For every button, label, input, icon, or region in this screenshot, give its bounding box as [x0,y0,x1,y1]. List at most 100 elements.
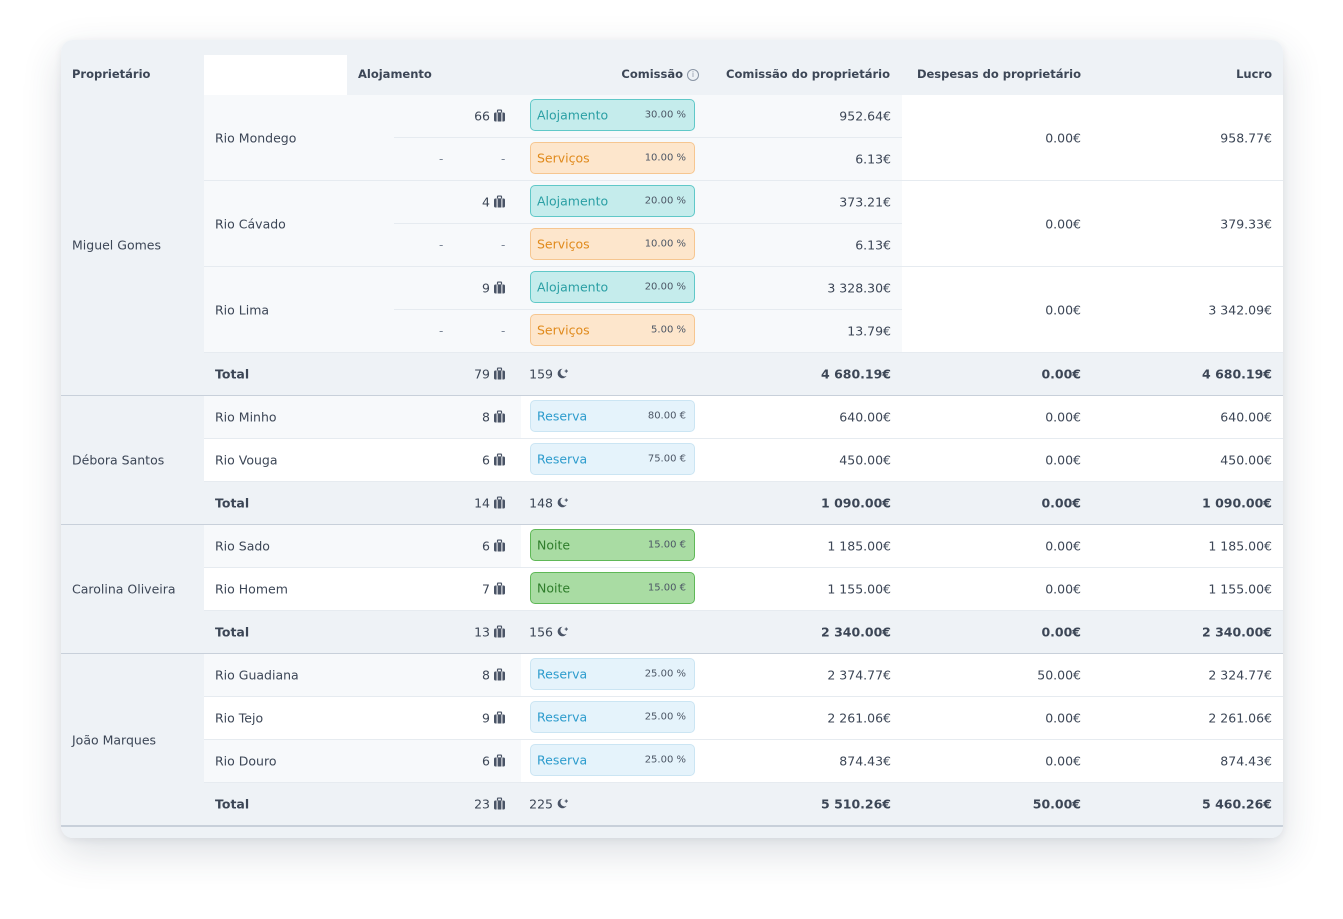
property-row[interactable]: Rio Minho870Reserva80.00 €640.00€0.00€64… [204,396,1283,439]
owner-expenses-value: 50.00€ [1037,667,1081,683]
stays-count: 8 [482,410,506,425]
commission-type: Reserva [537,666,588,682]
stays-count: 4 [482,195,506,210]
owner-name: João Marques [72,732,157,747]
property-name[interactable]: Rio Vouga [215,452,278,468]
property-name[interactable]: Rio Minho [215,409,277,425]
stays-value: 6 [482,753,490,769]
total-label: Total [215,366,250,382]
briefcase-icon [490,582,506,597]
owner-expenses-value: 0.00€ [1045,710,1081,726]
total-label: Total [215,624,250,640]
commission-badge[interactable]: Serviços 5.00 % [530,314,695,346]
property-name[interactable]: Rio Guadiana [215,667,299,683]
commission-rate: 25.00 % [644,711,686,723]
header-profit[interactable]: Lucro [1236,67,1272,81]
total-owner-expenses: 0.00€ [1041,624,1081,640]
profit-value: 2 324.77€ [1208,667,1272,683]
owner-name: Miguel Gomes [72,237,161,253]
owner-cell[interactable]: Miguel Gomes [61,95,204,395]
header-commission[interactable]: Comissão i [621,40,699,95]
property-name[interactable]: Rio Sado [215,538,270,554]
stays-value: 4 [482,194,490,210]
nights-value: 148 [529,495,553,511]
property-row[interactable]: Rio Douro669Reserva25.00 %874.43€0.00€87… [204,740,1283,783]
stays-count: 14 [474,496,506,511]
property-row[interactable]: Rio Tejo985Reserva25.00 %2 261.06€0.00€2… [204,697,1283,740]
stays-count: 66 [474,109,506,124]
commission-badge[interactable]: Reserva 75.00 € [530,443,695,475]
commission-badge[interactable]: Serviços 10.00 % [530,228,695,260]
owner-expenses-value: 0.00€ [1045,302,1081,318]
commission-type: Serviços [537,322,590,338]
property-name[interactable]: Rio Lima [215,302,270,318]
property-row[interactable]: Rio Mondego6666Alojamento30.00 %952.64€-… [204,95,1283,181]
total-owner-expenses: 0.00€ [1041,366,1081,382]
stays-count: 13 [474,625,506,640]
commission-badge[interactable]: Reserva 80.00 € [530,400,695,432]
property-name[interactable]: Rio Douro [215,753,277,769]
briefcase-icon [490,367,506,382]
briefcase-icon [490,195,506,210]
property-row[interactable]: Rio Lima984Alojamento20.00 %3 328.30€--S… [204,267,1283,353]
stays-value: 6 [482,538,490,554]
commission-type: Reserva [537,709,588,725]
owner-expenses-value: 0.00€ [1045,581,1081,597]
property-name[interactable]: Rio Homem [215,581,288,597]
commission-badge[interactable]: Alojamento 30.00 % [530,99,695,131]
commission-badge[interactable]: Alojamento 20.00 % [530,185,695,217]
owner-cell[interactable]: Carolina Oliveira [61,525,204,653]
profit-value: 379.33€ [1220,216,1272,232]
moon-plus-icon [553,367,569,382]
commission-rate: 20.00 % [644,195,686,207]
total-row: Total 23 225 5 510.26€ 50.00€ 5 460.26€ [204,783,1283,825]
stays-count: 7 [482,582,506,597]
property-name[interactable]: Rio Mondego [215,130,297,146]
owner-cell[interactable]: João Marques [61,654,204,825]
owner-expenses-value: 0.00€ [1045,753,1081,769]
owner-commission-value: 952.64€ [839,108,891,124]
briefcase-icon [490,668,506,683]
commission-rate: 5.00 % [651,324,686,336]
commission-rate: 30.00 % [644,109,686,121]
row-bg-left [204,740,521,783]
profit-value: 450.00€ [1220,452,1272,468]
commission-rate: 25.00 % [644,668,686,680]
property-row[interactable]: Rio Cávado49Alojamento20.00 %373.21€--Se… [204,181,1283,267]
commission-badge[interactable]: Reserva 25.00 % [530,701,695,733]
owner-cell[interactable]: Débora Santos [61,396,204,524]
commission-badge[interactable]: Reserva 25.00 % [530,658,695,690]
total-profit: 4 680.19€ [1202,366,1272,382]
commission-badge[interactable]: Noite 15.00 € [530,529,695,561]
header-accommodation[interactable]: Alojamento [358,67,432,81]
owner-expenses-value: 0.00€ [1045,538,1081,554]
commission-type: Reserva [537,451,588,467]
owner-commission-value: 450.00€ [839,452,891,468]
owner-commission-value: 3 328.30€ [827,280,891,296]
stays-value: 8 [482,409,490,425]
stays-value: 7 [482,581,490,597]
stays-value: 9 [482,710,490,726]
property-name[interactable]: Rio Cávado [215,216,286,232]
total-row: Total 79 159 4 680.19€ 0.00€ 4 680.19€ [204,353,1283,395]
briefcase-icon [490,539,506,554]
property-row[interactable]: Rio Vouga678Reserva75.00 €450.00€0.00€45… [204,439,1283,482]
property-row[interactable]: Rio Homem777Noite15.00 €1 155.00€0.00€1 … [204,568,1283,611]
commission-badge[interactable]: Reserva 25.00 % [530,744,695,776]
sub-divider [394,309,902,310]
header-owner-commission[interactable]: Comissão do proprietário [726,67,890,81]
row-divider [204,266,1283,267]
property-name[interactable]: Rio Tejo [215,710,264,726]
commission-badge[interactable]: Noite 15.00 € [530,572,695,604]
info-icon[interactable]: i [687,69,699,81]
property-row[interactable]: Rio Sado679Noite15.00 €1 185.00€0.00€1 1… [204,525,1283,568]
commission-badge[interactable]: Serviços 10.00 % [530,142,695,174]
header-owner-expenses[interactable]: Despesas do proprietário [916,67,1081,81]
property-row[interactable]: Rio Guadiana871Reserva25.00 %2 374.77€50… [204,654,1283,697]
commission-type: Alojamento [537,107,609,123]
nights-count: 156 [529,625,569,640]
commission-badge[interactable]: Alojamento 20.00 % [530,271,695,303]
header-owner[interactable]: Proprietário [72,67,151,81]
stays-count: 23 [474,797,506,812]
row-divider [204,352,1283,353]
